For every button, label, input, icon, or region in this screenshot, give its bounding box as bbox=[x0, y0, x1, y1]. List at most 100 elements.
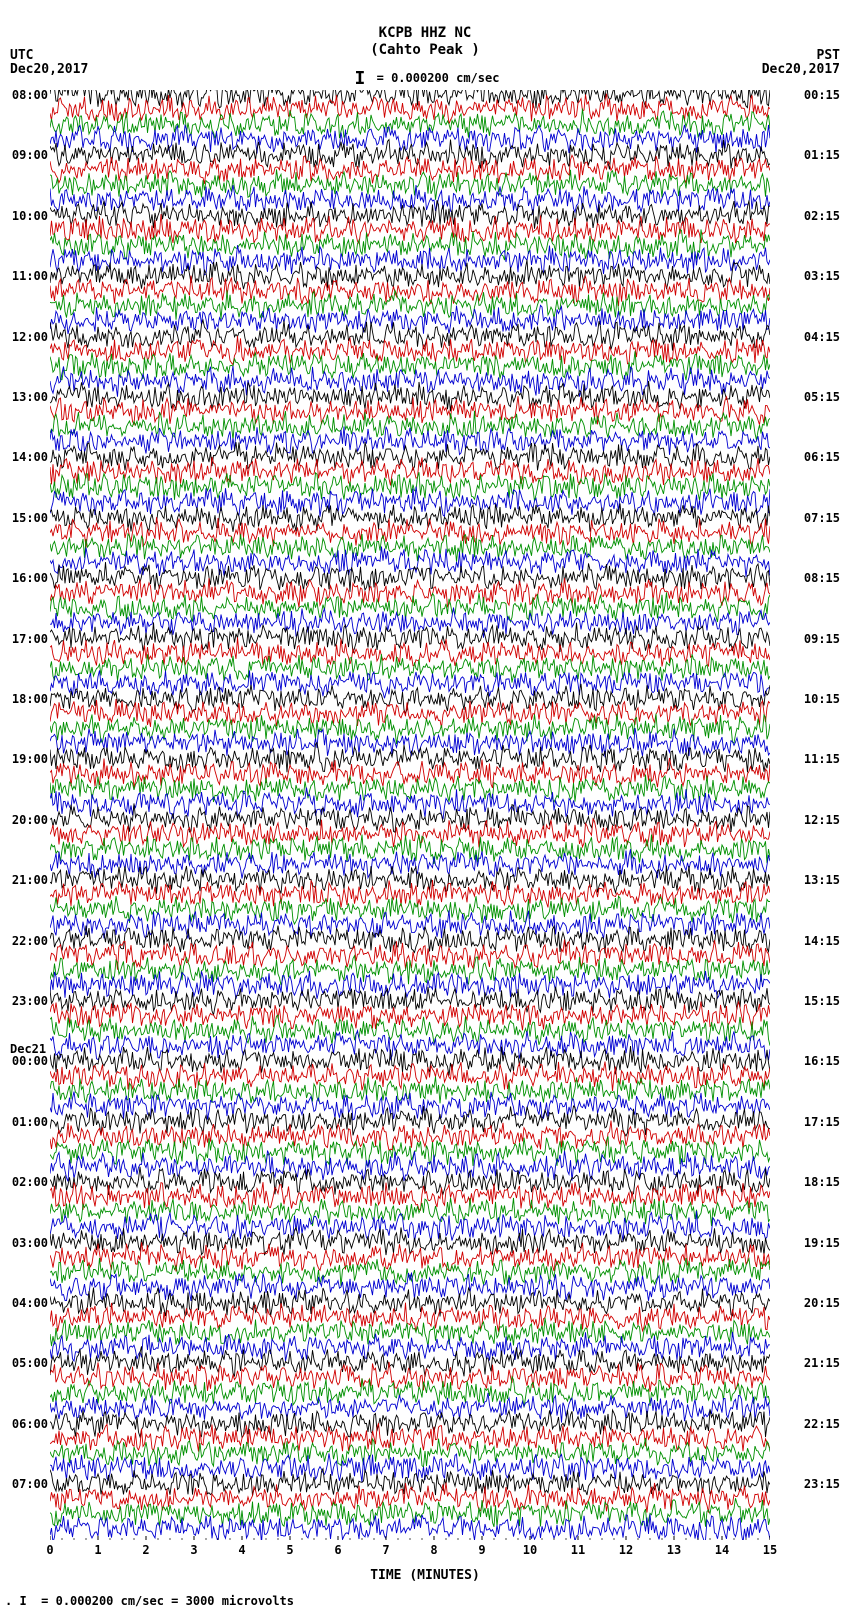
utc-hour-label: 01:00 bbox=[10, 1115, 48, 1129]
trace-row bbox=[50, 1242, 770, 1271]
trace-row bbox=[50, 1167, 770, 1195]
scale-label: I = 0.000200 cm/sec bbox=[0, 68, 850, 89]
x-axis-label: TIME (MINUTES) bbox=[0, 1568, 850, 1583]
pst-hour-label: 07:15 bbox=[804, 511, 840, 525]
x-tick-label: 2 bbox=[142, 1543, 149, 1557]
trace-row bbox=[50, 214, 770, 243]
trace-row bbox=[50, 1257, 770, 1286]
trace-row bbox=[50, 608, 770, 638]
utc-hour-label: 17:00 bbox=[10, 632, 48, 646]
x-tick-label: 0 bbox=[46, 1543, 53, 1557]
x-tick-label: 3 bbox=[190, 1543, 197, 1557]
pst-hour-label: 15:15 bbox=[804, 994, 840, 1008]
utc-hour-label: 04:00 bbox=[10, 1296, 48, 1310]
x-tick-label: 5 bbox=[286, 1543, 293, 1557]
trace-row bbox=[50, 1453, 770, 1482]
trace-row bbox=[50, 684, 770, 714]
pst-hour-label: 05:15 bbox=[804, 390, 840, 404]
pst-hour-label: 23:15 bbox=[804, 1477, 840, 1491]
trace-row bbox=[50, 90, 770, 108]
pst-hour-label: 06:15 bbox=[804, 450, 840, 464]
utc-hour-label: 19:00 bbox=[10, 752, 48, 766]
utc-hour-label: 03:00 bbox=[10, 1236, 48, 1250]
pst-hour-label: 08:15 bbox=[804, 571, 840, 585]
pst-hour-label: 16:15 bbox=[804, 1054, 840, 1068]
utc-hour-label: 02:00 bbox=[10, 1175, 48, 1189]
trace-row bbox=[50, 442, 770, 471]
utc-hour-label: 07:00 bbox=[10, 1477, 48, 1491]
trace-row bbox=[50, 229, 770, 260]
pst-hour-label: 22:15 bbox=[804, 1417, 840, 1431]
pst-hour-label: 09:15 bbox=[804, 632, 840, 646]
trace-row bbox=[50, 1332, 770, 1362]
trace-row bbox=[50, 1228, 770, 1256]
trace-row bbox=[50, 1483, 770, 1513]
x-axis: 0123456789101112131415 bbox=[50, 1535, 770, 1565]
pst-hour-label: 21:15 bbox=[804, 1356, 840, 1370]
trace-row bbox=[50, 1182, 770, 1211]
trace-row bbox=[50, 743, 770, 773]
trace-row bbox=[50, 926, 770, 954]
pst-hour-label: 13:15 bbox=[804, 873, 840, 887]
utc-hour-label: 00:00 bbox=[10, 1054, 48, 1068]
utc-hour-label: 21:00 bbox=[10, 873, 48, 887]
date-change-marker: Dec21 bbox=[10, 1042, 46, 1056]
trace-row bbox=[50, 260, 770, 289]
timezone-right: PST bbox=[817, 48, 840, 63]
utc-hour-label: 13:00 bbox=[10, 390, 48, 404]
utc-hour-label: 22:00 bbox=[10, 934, 48, 948]
utc-hour-label: 08:00 bbox=[10, 88, 48, 102]
utc-hour-label: 20:00 bbox=[10, 813, 48, 827]
trace-row bbox=[50, 728, 770, 757]
trace-row bbox=[50, 140, 770, 170]
trace-row bbox=[50, 774, 770, 803]
trace-row bbox=[50, 336, 770, 365]
x-tick-label: 4 bbox=[238, 1543, 245, 1557]
pst-hour-label: 12:15 bbox=[804, 813, 840, 827]
x-tick-label: 14 bbox=[715, 1543, 729, 1557]
trace-row bbox=[50, 622, 770, 653]
x-tick-label: 13 bbox=[667, 1543, 681, 1557]
trace-row bbox=[50, 1092, 770, 1120]
seismogram-plot bbox=[50, 90, 770, 1540]
utc-hour-label: 09:00 bbox=[10, 148, 48, 162]
x-tick-label: 9 bbox=[478, 1543, 485, 1557]
pst-hour-label: 14:15 bbox=[804, 934, 840, 948]
utc-hour-label: 18:00 bbox=[10, 692, 48, 706]
pst-hour-label: 01:15 bbox=[804, 148, 840, 162]
utc-hour-label: 15:00 bbox=[10, 511, 48, 525]
scale-bar-icon: . I bbox=[5, 1594, 34, 1608]
station-subtitle: (Cahto Peak ) bbox=[0, 42, 850, 58]
date-right: Dec20,2017 bbox=[762, 62, 840, 77]
seismogram-container: KCPB HHZ NC (Cahto Peak ) I = 0.000200 c… bbox=[0, 0, 850, 1613]
pst-hour-label: 03:15 bbox=[804, 269, 840, 283]
x-tick-label: 12 bbox=[619, 1543, 633, 1557]
pst-hour-label: 11:15 bbox=[804, 752, 840, 766]
pst-hour-label: 00:15 bbox=[804, 88, 840, 102]
utc-hour-label: 06:00 bbox=[10, 1417, 48, 1431]
footer-scale: . I = 0.000200 cm/sec = 3000 microvolts bbox=[5, 1594, 294, 1608]
utc-hour-label: 14:00 bbox=[10, 450, 48, 464]
scale-bar-icon: I bbox=[355, 68, 366, 89]
x-tick-label: 6 bbox=[334, 1543, 341, 1557]
pst-hour-label: 18:15 bbox=[804, 1175, 840, 1189]
x-tick-label: 1 bbox=[94, 1543, 101, 1557]
pst-hour-label: 02:15 bbox=[804, 209, 840, 223]
trace-row bbox=[50, 956, 770, 985]
utc-hour-label: 16:00 bbox=[10, 571, 48, 585]
x-tick-label: 11 bbox=[571, 1543, 585, 1557]
utc-hour-label: 23:00 bbox=[10, 994, 48, 1008]
trace-row bbox=[50, 534, 770, 562]
utc-hour-label: 12:00 bbox=[10, 330, 48, 344]
station-title: KCPB HHZ NC bbox=[0, 25, 850, 41]
x-tick-label: 10 bbox=[523, 1543, 537, 1557]
x-tick-label: 7 bbox=[382, 1543, 389, 1557]
utc-hour-label: 10:00 bbox=[10, 209, 48, 223]
date-left: Dec20,2017 bbox=[10, 62, 88, 77]
x-tick-label: 15 bbox=[763, 1543, 777, 1557]
pst-hour-label: 19:15 bbox=[804, 1236, 840, 1250]
timezone-left: UTC bbox=[10, 48, 33, 63]
trace-row bbox=[50, 351, 770, 380]
trace-row bbox=[50, 1288, 770, 1317]
trace-row bbox=[50, 1106, 770, 1136]
